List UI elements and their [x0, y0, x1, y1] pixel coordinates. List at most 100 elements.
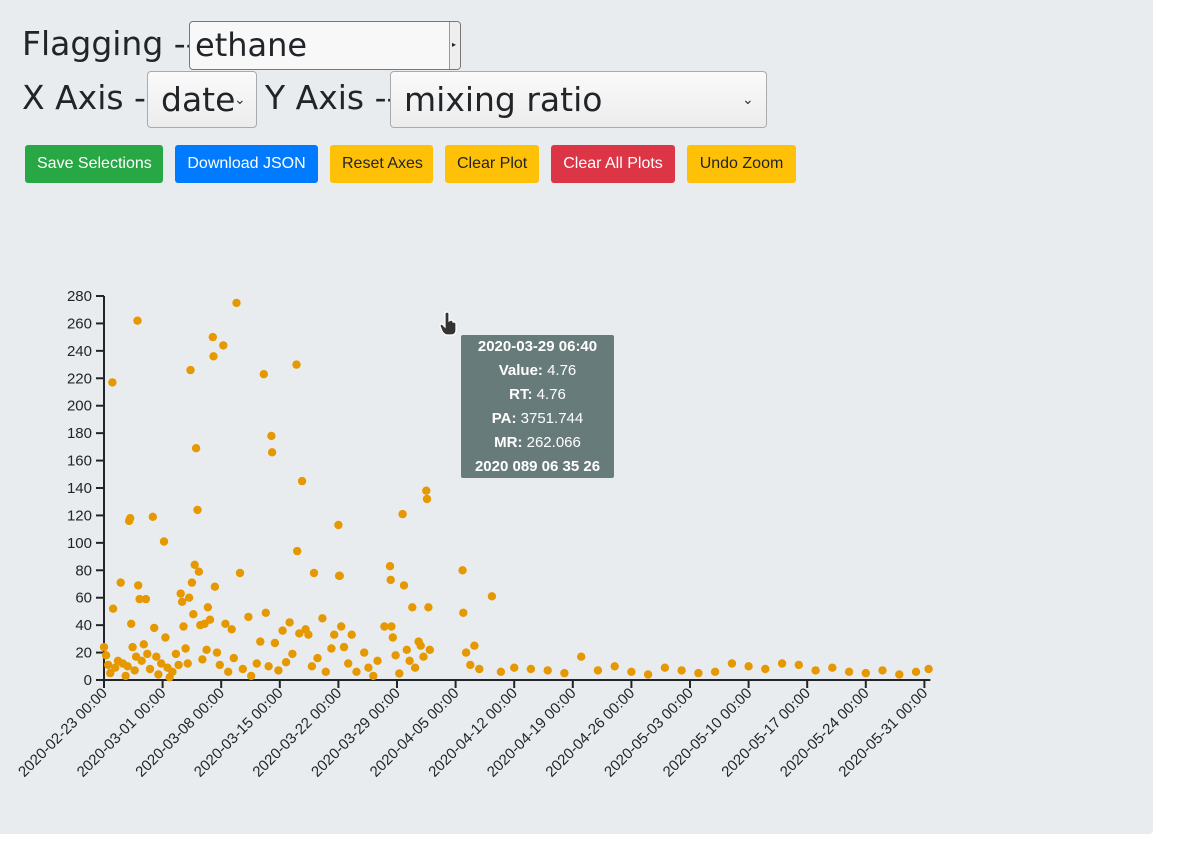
data-point[interactable]	[259, 370, 268, 379]
data-point[interactable]	[627, 667, 636, 676]
data-point[interactable]	[191, 444, 201, 453]
data-point[interactable]	[339, 642, 349, 652]
data-point[interactable]	[313, 653, 322, 663]
data-point[interactable]	[274, 666, 283, 675]
data-point[interactable]	[895, 670, 904, 679]
data-point[interactable]	[307, 662, 317, 671]
data-point[interactable]	[369, 671, 378, 681]
data-point[interactable]	[181, 644, 190, 653]
data-point[interactable]	[330, 630, 339, 639]
data-point[interactable]	[496, 667, 506, 676]
flagging-select[interactable]: ethane ▸	[189, 21, 461, 70]
data-point[interactable]	[210, 582, 220, 591]
data-point[interactable]	[174, 660, 183, 670]
reset-axes-button[interactable]: Reset Axes	[330, 145, 433, 183]
data-point[interactable]	[419, 652, 428, 661]
data-point[interactable]	[710, 667, 720, 676]
data-point[interactable]	[398, 509, 407, 519]
data-point[interactable]	[123, 662, 132, 671]
data-point[interactable]	[179, 622, 188, 631]
data-point[interactable]	[295, 629, 304, 638]
data-point[interactable]	[487, 592, 497, 601]
data-point[interactable]	[198, 655, 207, 664]
data-point[interactable]	[189, 610, 198, 619]
data-point[interactable]	[408, 603, 417, 612]
data-point[interactable]	[744, 662, 753, 671]
data-point[interactable]	[337, 622, 346, 631]
data-point[interactable]	[285, 618, 294, 627]
data-point[interactable]	[677, 666, 686, 675]
data-point[interactable]	[288, 649, 297, 659]
data-point[interactable]	[224, 667, 233, 676]
data-point[interactable]	[219, 341, 228, 350]
data-point[interactable]	[133, 316, 142, 325]
data-points[interactable]	[99, 298, 933, 682]
data-point[interactable]	[794, 660, 803, 670]
y-axis-select[interactable]: mixing ratio ⌄	[390, 71, 767, 128]
data-point[interactable]	[334, 520, 343, 530]
data-point[interactable]	[924, 664, 933, 674]
data-point[interactable]	[811, 666, 820, 675]
data-point[interactable]	[364, 663, 373, 672]
data-point[interactable]	[278, 626, 287, 635]
data-point[interactable]	[643, 670, 653, 679]
data-point[interactable]	[208, 332, 217, 342]
data-point[interactable]	[154, 670, 163, 679]
data-point[interactable]	[261, 608, 270, 617]
data-point[interactable]	[176, 589, 185, 598]
data-point[interactable]	[202, 645, 211, 654]
data-point[interactable]	[116, 578, 125, 587]
data-point[interactable]	[270, 638, 280, 648]
data-point[interactable]	[380, 622, 389, 631]
data-point[interactable]	[108, 378, 117, 387]
data-point[interactable]	[560, 668, 569, 678]
data-point[interactable]	[911, 667, 921, 676]
data-point[interactable]	[121, 671, 130, 681]
data-point[interactable]	[247, 671, 256, 681]
data-point[interactable]	[321, 667, 330, 676]
data-point[interactable]	[410, 663, 420, 672]
data-point[interactable]	[327, 644, 336, 653]
data-point[interactable]	[861, 668, 870, 678]
data-point[interactable]	[187, 578, 197, 587]
data-point[interactable]	[203, 603, 213, 612]
data-point[interactable]	[227, 625, 236, 634]
data-point[interactable]	[416, 641, 425, 650]
data-point[interactable]	[141, 594, 151, 604]
data-point[interactable]	[458, 566, 467, 575]
data-point[interactable]	[209, 352, 218, 361]
data-point[interactable]	[335, 571, 344, 580]
data-point[interactable]	[878, 666, 887, 675]
data-point[interactable]	[143, 649, 152, 659]
undo-zoom-button[interactable]: Undo Zoom	[687, 145, 796, 183]
data-point[interactable]	[159, 537, 169, 546]
data-point[interactable]	[405, 656, 414, 665]
data-point[interactable]	[229, 653, 238, 663]
data-point[interactable]	[385, 562, 395, 571]
data-point[interactable]	[104, 660, 113, 670]
data-point[interactable]	[344, 659, 353, 668]
data-point[interactable]	[127, 619, 136, 628]
data-point[interactable]	[761, 664, 770, 674]
data-point[interactable]	[137, 656, 146, 665]
data-point[interactable]	[111, 663, 120, 672]
data-point[interactable]	[267, 431, 276, 441]
data-point[interactable]	[466, 660, 475, 670]
data-point[interactable]	[171, 649, 181, 659]
data-point[interactable]	[593, 666, 603, 675]
data-point[interactable]	[184, 593, 194, 602]
download-json-button[interactable]: Download JSON	[175, 145, 318, 183]
data-point[interactable]	[694, 668, 703, 678]
data-point[interactable]	[101, 651, 111, 660]
data-point[interactable]	[526, 664, 536, 674]
data-point[interactable]	[297, 476, 307, 486]
data-point[interactable]	[459, 608, 468, 617]
data-point[interactable]	[150, 623, 159, 633]
dropdown-arrow-icon[interactable]: ▸	[449, 22, 460, 69]
data-point[interactable]	[168, 667, 177, 676]
data-point[interactable]	[318, 614, 327, 623]
data-point[interactable]	[373, 656, 382, 665]
data-point[interactable]	[252, 659, 261, 668]
data-point[interactable]	[510, 663, 519, 672]
data-point[interactable]	[99, 642, 109, 652]
